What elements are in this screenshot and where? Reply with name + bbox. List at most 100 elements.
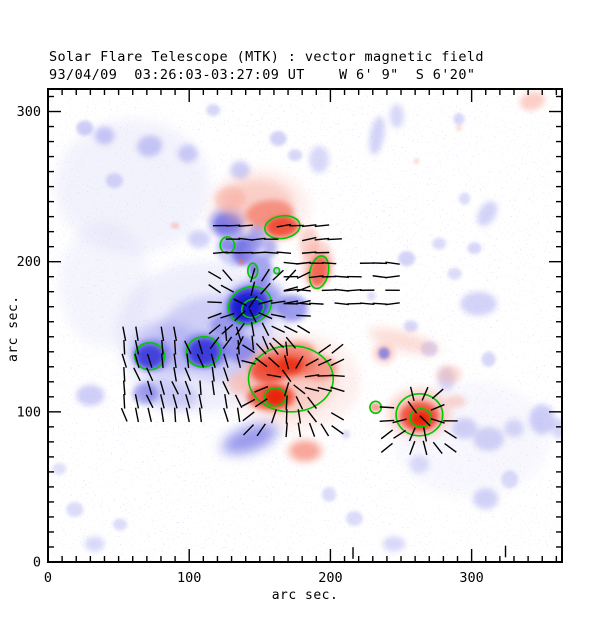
field-vector — [422, 440, 428, 456]
y-tick-label: 100 — [17, 404, 41, 420]
field-vector — [236, 407, 241, 423]
flux-blob — [264, 387, 287, 406]
field-vector — [242, 411, 255, 422]
field-vector — [372, 302, 388, 305]
field-vector — [283, 286, 299, 292]
field-vector — [254, 398, 268, 408]
field-vector — [359, 302, 375, 306]
field-vector — [208, 270, 222, 280]
flux-blob — [238, 258, 245, 265]
y-tick-label: 200 — [17, 254, 41, 270]
field-vector — [236, 353, 242, 368]
field-vector — [372, 275, 388, 279]
field-vector — [422, 427, 428, 442]
flux-blob — [52, 462, 67, 475]
field-vector — [314, 237, 330, 241]
flux-blob — [220, 239, 235, 252]
field-vector — [385, 275, 400, 279]
flux-blob — [187, 338, 219, 366]
field-vector — [184, 367, 192, 382]
field-vector — [304, 374, 320, 378]
flux-blob — [481, 351, 496, 367]
field-vector — [296, 271, 311, 280]
field-vector — [160, 353, 164, 369]
flux-blob — [398, 251, 416, 267]
field-vector — [160, 326, 165, 342]
flux-blob — [224, 335, 256, 363]
flux-blob — [409, 455, 430, 474]
flux-blob — [273, 267, 280, 274]
field-vector — [297, 324, 311, 334]
figure-title: Solar Flare Telescope (MTK) : vector mag… — [49, 49, 484, 65]
field-vector — [297, 422, 302, 438]
field-vector — [222, 367, 229, 382]
field-vector — [237, 339, 240, 355]
field-vector — [392, 418, 407, 424]
field-vector — [242, 344, 256, 354]
flux-blob — [278, 356, 304, 375]
flux-blob — [367, 291, 376, 301]
flux-blob — [244, 242, 262, 267]
flux-blob — [369, 116, 385, 155]
flux-blob — [403, 320, 418, 333]
field-vector — [161, 339, 164, 355]
field-vector — [223, 353, 229, 368]
field-vector — [334, 275, 349, 278]
field-vector — [241, 398, 256, 407]
field-vector — [159, 394, 165, 409]
field-vector — [147, 407, 153, 423]
field-vector — [271, 325, 286, 334]
field-contour — [247, 262, 259, 280]
field-vector — [123, 367, 126, 382]
field-vector — [296, 285, 311, 293]
field-vector — [270, 313, 286, 318]
flux-blob — [382, 536, 406, 552]
flux-blob — [456, 125, 462, 132]
field-vector — [270, 300, 286, 305]
field-vector — [260, 268, 270, 282]
flux-blob — [447, 267, 462, 280]
field-vector — [307, 410, 318, 423]
field-vector — [145, 394, 154, 409]
flux-blob — [321, 486, 337, 502]
field-vector — [211, 367, 215, 382]
field-vector — [347, 302, 362, 305]
field-vector — [251, 237, 266, 241]
field-vector — [184, 340, 192, 355]
field-vector — [276, 223, 292, 228]
field-vector — [220, 284, 235, 293]
field-vector — [233, 298, 247, 307]
flux-blob — [76, 120, 94, 136]
field-vector — [263, 251, 279, 254]
flux-blob — [501, 470, 519, 489]
flux-blob — [135, 344, 164, 369]
flux-blob — [290, 441, 320, 460]
flux-blob — [288, 149, 303, 162]
flux-blob — [504, 419, 524, 438]
field-vector — [430, 403, 445, 411]
flux-blob — [269, 131, 287, 147]
field-vector — [309, 302, 324, 305]
field-vector — [238, 224, 253, 227]
field-vector — [330, 358, 345, 367]
field-vector — [269, 342, 279, 356]
flux-blob — [436, 365, 462, 384]
flux-blob — [477, 201, 498, 227]
field-vector — [334, 302, 349, 306]
field-vector — [317, 358, 332, 366]
field-vector — [221, 323, 234, 335]
flux-blob — [432, 237, 447, 250]
x-tick-label: 200 — [318, 570, 342, 586]
field-vector — [173, 367, 177, 382]
field-vector — [122, 326, 127, 342]
field-vector — [251, 335, 255, 351]
field-vector — [334, 288, 349, 292]
field-vector — [123, 339, 126, 355]
field-vector — [380, 442, 393, 453]
flux-blob — [283, 341, 315, 360]
field-vector — [208, 284, 222, 294]
field-vector — [134, 407, 140, 423]
field-vector — [135, 326, 139, 342]
